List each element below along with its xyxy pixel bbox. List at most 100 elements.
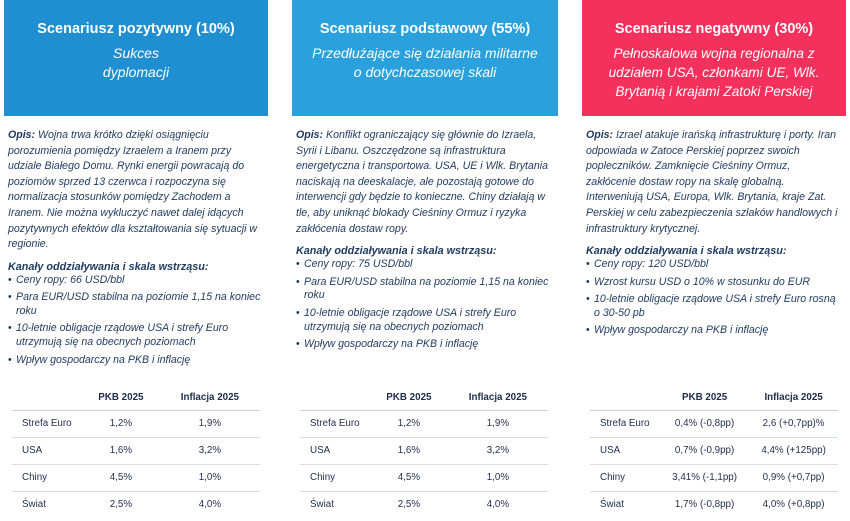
list-item: Para EUR/USD stabilna na poziomie 1,15 n… (296, 276, 554, 304)
table-cell: 1,7% (-0,8pp) (674, 499, 735, 511)
table-cell: 0,4% (-0,8pp) (660, 410, 750, 438)
table-row: Świat 2,5% 4,0% (12, 491, 260, 518)
table-header-row: PKB 2025 Inflacja 2025 (300, 386, 548, 411)
table-cell: Świat (600, 499, 624, 511)
table-cell: 1,0% (159, 464, 260, 492)
list-item: Ceny ropy: 120 USD/bbl (586, 258, 842, 272)
table-cell: Strefa Euro (12, 410, 82, 438)
list-item: Wpływ gospodarczy na PKB i inflację (8, 354, 264, 368)
table-cell: 1,2% (370, 410, 448, 438)
scenario-subtitle: Sukces dyplomacji (102, 45, 170, 80)
table-cell: Chiny (590, 464, 660, 492)
scenario-description: Opis: Konflikt ograniczający się głównie… (292, 128, 558, 237)
table-row: USA 1,6% 3,2% (300, 437, 548, 465)
list-item: Wpływ gospodarczy na PKB i inflację (296, 338, 554, 352)
table-cell: Chiny (12, 464, 82, 492)
table-header-cell: PKB 2025 (82, 386, 160, 411)
scenario-baseline: Scenariusz podstawowy (55%) Przedłużając… (292, 0, 558, 521)
table-row: Strefa Euro 1,2% 1,9% (300, 410, 548, 438)
table-cell: 2,6 (+0,7pp)% (749, 410, 838, 438)
scenario-header: Scenariusz negatywny (30%) Pełnoskalowa … (582, 0, 846, 116)
scenario-title: Scenariusz negatywny (30%) (614, 21, 814, 37)
scenario-negative: Scenariusz negatywny (30%) Pełnoskalowa … (582, 0, 846, 521)
table-cell: Świat (22, 499, 46, 511)
list-item: 10-letnie obligacje rządowe USA i strefy… (296, 307, 554, 335)
channels-title: Kanały oddziaływania i skala wstrząsu: (296, 245, 497, 258)
table-row: USA 1,6% 3,2% (12, 437, 260, 465)
list-item: Para EUR/USD stabilna na poziomie 1,15 n… (8, 291, 264, 319)
list-item: 10-letnie obligacje rządowe USA i strefy… (586, 293, 842, 321)
description-text: Izrael atakuje irańską infrastrukturę i … (586, 129, 838, 235)
table-header-row: PKB 2025 Inflacja 2025 (590, 386, 838, 411)
scenario-description: Opis: Wojna trwa krótko dzięki osiągnięc… (4, 128, 268, 253)
table-header-cell: Inflacja 2025 (447, 386, 548, 411)
table-cell: Strefa Euro (590, 410, 660, 438)
table-cell: 3,2% (447, 437, 548, 465)
table-cell: 1,2% (82, 410, 160, 438)
table-cell: 2,5% (397, 499, 421, 511)
table-cell: 4,0% (+0,8pp) (762, 499, 825, 511)
table-cell: Chiny (300, 464, 370, 492)
table-cell: 3,2% (159, 437, 260, 465)
table-cell: 4,0% (198, 499, 222, 511)
table-header-cell: PKB 2025 (660, 386, 750, 411)
table-cell: 4,0% (486, 499, 510, 511)
table-cell: 1,9% (447, 410, 548, 438)
scenario-title: Scenariusz pozytywny (10%) (37, 21, 235, 37)
description-text: Wojna trwa krótko dzięki osiągnięciu por… (8, 129, 258, 251)
table-header-cell (590, 386, 660, 411)
description-label: Opis: (8, 129, 36, 141)
table-cell: 1,9% (159, 410, 260, 438)
table-header-cell: Inflacja 2025 (159, 386, 260, 411)
scenario-positive: Scenariusz pozytywny (10%) Sukces dyplom… (4, 0, 268, 521)
table-cell: 1,6% (82, 437, 160, 465)
table-row: Strefa Euro 0,4% (-0,8pp) 2,6 (+0,7pp)% (590, 410, 838, 438)
description-label: Opis: (296, 129, 324, 141)
table-row: Chiny 4,5% 1,0% (300, 464, 548, 492)
channels-list: Ceny ropy: 75 USD/bbl Para EUR/USD stabi… (296, 258, 554, 352)
table-row: Świat 2,5% 4,0% (300, 491, 548, 518)
description-text: Konflikt ograniczający się głównie do Iz… (296, 129, 548, 235)
table-header-cell (12, 386, 82, 411)
table-cell: 4,4% (+125pp) (749, 437, 838, 465)
table-cell: 4,5% (82, 464, 160, 492)
impact-channels: Kanały oddziaływania i skala wstrząsu: C… (4, 260, 268, 368)
table-row: USA 0,7% (-0,9pp) 4,4% (+125pp) (590, 437, 838, 465)
channels-list: Ceny ropy: 66 USD/bbl Para EUR/USD stabi… (8, 274, 264, 368)
table-cell: 1,0% (447, 464, 548, 492)
table-cell: 4,5% (370, 464, 448, 492)
channels-list: Ceny ropy: 120 USD/bbl Wzrost kursu USD … (586, 258, 842, 338)
table-cell: 3,41% (-1,1pp) (660, 464, 750, 492)
channels-title: Kanały oddziaływania i skala wstrząsu: (8, 260, 209, 273)
table-header-row: PKB 2025 Inflacja 2025 (12, 386, 260, 411)
table-cell: USA (12, 437, 82, 465)
table-row: Świat 1,7% (-0,8pp) 4,0% (+0,8pp) (590, 491, 838, 518)
scenario-subtitle: Przedłużające się działania militarne o … (312, 45, 538, 80)
table-cell: Świat (310, 499, 334, 511)
forecast-table: PKB 2025 Inflacja 2025 Strefa Euro 1,2% … (300, 386, 548, 518)
scenario-title: Scenariusz podstawowy (55%) (319, 21, 531, 37)
list-item: Wzrost kursu USD o 10% w stosunku do EUR (586, 276, 842, 290)
table-cell: USA (590, 437, 660, 465)
forecast-table: PKB 2025 Inflacja 2025 Strefa Euro 0,4% … (590, 386, 838, 518)
list-item: Ceny ropy: 75 USD/bbl (296, 258, 554, 272)
scenario-header: Scenariusz podstawowy (55%) Przedłużając… (292, 0, 558, 116)
table-header-cell (300, 386, 370, 411)
table-cell: USA (300, 437, 370, 465)
list-item: Wpływ gospodarczy na PKB i inflację (586, 324, 842, 338)
scenario-description: Opis: Izrael atakuje irańską infrastrukt… (582, 128, 846, 237)
table-cell: Strefa Euro (300, 410, 370, 438)
forecast-table: PKB 2025 Inflacja 2025 Strefa Euro 1,2% … (12, 386, 260, 518)
table-cell: 2,5% (109, 499, 133, 511)
table-header-cell: Inflacja 2025 (749, 386, 838, 411)
scenario-header: Scenariusz pozytywny (10%) Sukces dyplom… (4, 0, 268, 116)
table-row: Strefa Euro 1,2% 1,9% (12, 410, 260, 438)
description-label: Opis: (586, 129, 614, 141)
table-row: Chiny 4,5% 1,0% (12, 464, 260, 492)
table-header-cell: PKB 2025 (370, 386, 448, 411)
list-item: 10-letnie obligacje rządowe USA i strefy… (8, 322, 264, 350)
channels-title: Kanały oddziaływania i skala wstrząsu: (586, 245, 787, 258)
impact-channels: Kanały oddziaływania i skala wstrząsu: C… (292, 244, 558, 352)
impact-channels: Kanały oddziaływania i skala wstrząsu: C… (582, 244, 846, 338)
table-cell: 0,9% (+0,7pp) (749, 464, 838, 492)
